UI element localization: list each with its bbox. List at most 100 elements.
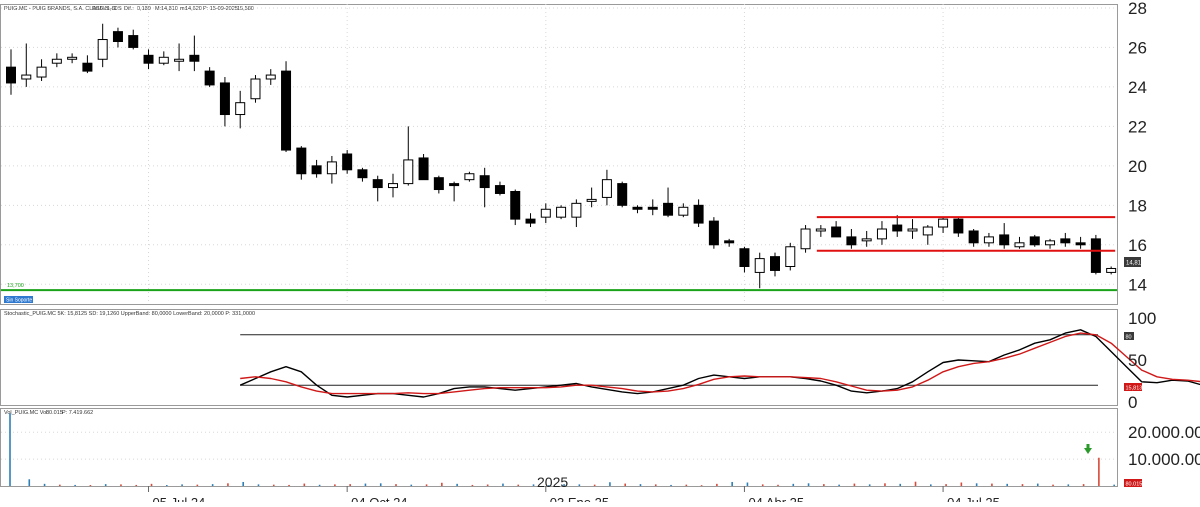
volume-bar [212,484,214,486]
volume-bar [472,485,474,486]
candle-body [1046,241,1055,245]
price-y-tick: 22 [1128,117,1147,136]
volume-bar [961,483,963,486]
candle-body [1015,243,1024,247]
candle-body [893,225,902,231]
volume-bar [747,483,749,486]
volume-bar [930,484,932,486]
price-y-tick: 26 [1128,38,1147,57]
volume-bar [197,485,199,486]
volume-bar [1052,485,1054,486]
candle-body [465,174,474,180]
support-value-label: 13,700 [7,283,24,289]
volume-bar [181,484,183,486]
volume-bar [716,484,718,486]
candle-body [740,249,749,267]
candle-body [7,67,16,83]
candle-body [1076,243,1085,245]
candle-body [358,170,367,178]
volume-header-p: P: 7.419.662 [62,410,93,416]
volume-bar [334,484,336,486]
volume-bar [365,484,367,486]
volume-bar [991,484,993,486]
x-tick-label: 04 Abr 25 [748,495,804,502]
candle-body [618,184,627,206]
price-last-tag-text: 14,81 [1126,261,1142,267]
candle-body [786,247,795,267]
price-candle [465,172,474,182]
price-y-tick: 20 [1128,157,1147,176]
sin-soporte-label: Sin Soporte [6,298,32,304]
candle-body [832,227,841,237]
chart-header-close-value: 15,580 [237,6,254,12]
volume-bar [410,485,412,486]
volume-bar [395,484,397,486]
price-y-tick: 18 [1128,196,1147,215]
volume-bar [945,484,947,486]
volume-bar [976,483,978,486]
price-y-tick: 24 [1128,78,1147,97]
x-tick-label: 05 Jul 24 [153,495,206,502]
candle-body [816,229,825,231]
candle-body [541,209,550,217]
volume-bar [869,484,871,486]
volume-bar [319,485,321,486]
volume-bar [1098,458,1100,486]
candle-body [847,237,856,245]
price-candle [801,225,810,253]
candle-body [679,207,688,215]
stochastic-header: Stochastic_PUIG.MC 5K: 15,8125 SD: 19,12… [4,311,255,317]
stoch-tag-k-text: 80 [1126,335,1132,341]
stochastic-y-tick: 50 [1128,351,1147,370]
candle-body [37,67,46,77]
candle-body [83,63,92,71]
volume-y-tick: 20.000.00 [1128,423,1200,442]
price-candle [251,75,260,103]
candle-body [801,229,810,249]
volume-bar [701,485,703,486]
candle-body [480,176,489,188]
volume-bar [838,485,840,486]
price-y-tick: 16 [1128,236,1147,255]
volume-last-tag-text: 80.015 [1126,482,1143,488]
candle-body [1107,268,1116,272]
volume-bar [9,413,11,486]
candle-body [771,257,780,271]
candle-body [526,219,535,223]
candle-body [236,103,245,115]
volume-bar [166,485,168,486]
candle-body [327,162,336,174]
candle-body [923,227,932,235]
price-candle [709,217,718,249]
candle-body [633,207,642,209]
price-y-tick: 14 [1128,275,1147,294]
candle-body [495,186,504,194]
price-candle [343,150,352,174]
x-tick-label: 03 Ene 25 [550,495,609,502]
volume-y-tick: 10.000.00 [1128,450,1200,469]
volume-bar [1006,484,1008,486]
candle-body [68,57,77,59]
candle-body [862,239,871,241]
volume-bar [1113,485,1115,486]
volume-bar [1068,484,1070,486]
candle-body [587,199,596,201]
candle-body [939,219,948,227]
volume-bar [640,484,642,486]
price-candle [419,154,428,180]
candle-body [434,178,443,190]
candle-body [511,192,520,220]
volume-bar [487,485,489,486]
volume-bar [273,485,275,486]
chart-header-max-value: 14,810 [161,6,178,12]
volume-bar [105,484,107,486]
candle-body [725,241,734,243]
volume-bar [686,485,688,486]
volume-bar [792,484,794,486]
price-candle [1091,235,1100,274]
volume-bar [777,485,779,486]
candle-body [159,57,168,63]
volume-bar [59,485,61,486]
price-candle [557,205,566,219]
